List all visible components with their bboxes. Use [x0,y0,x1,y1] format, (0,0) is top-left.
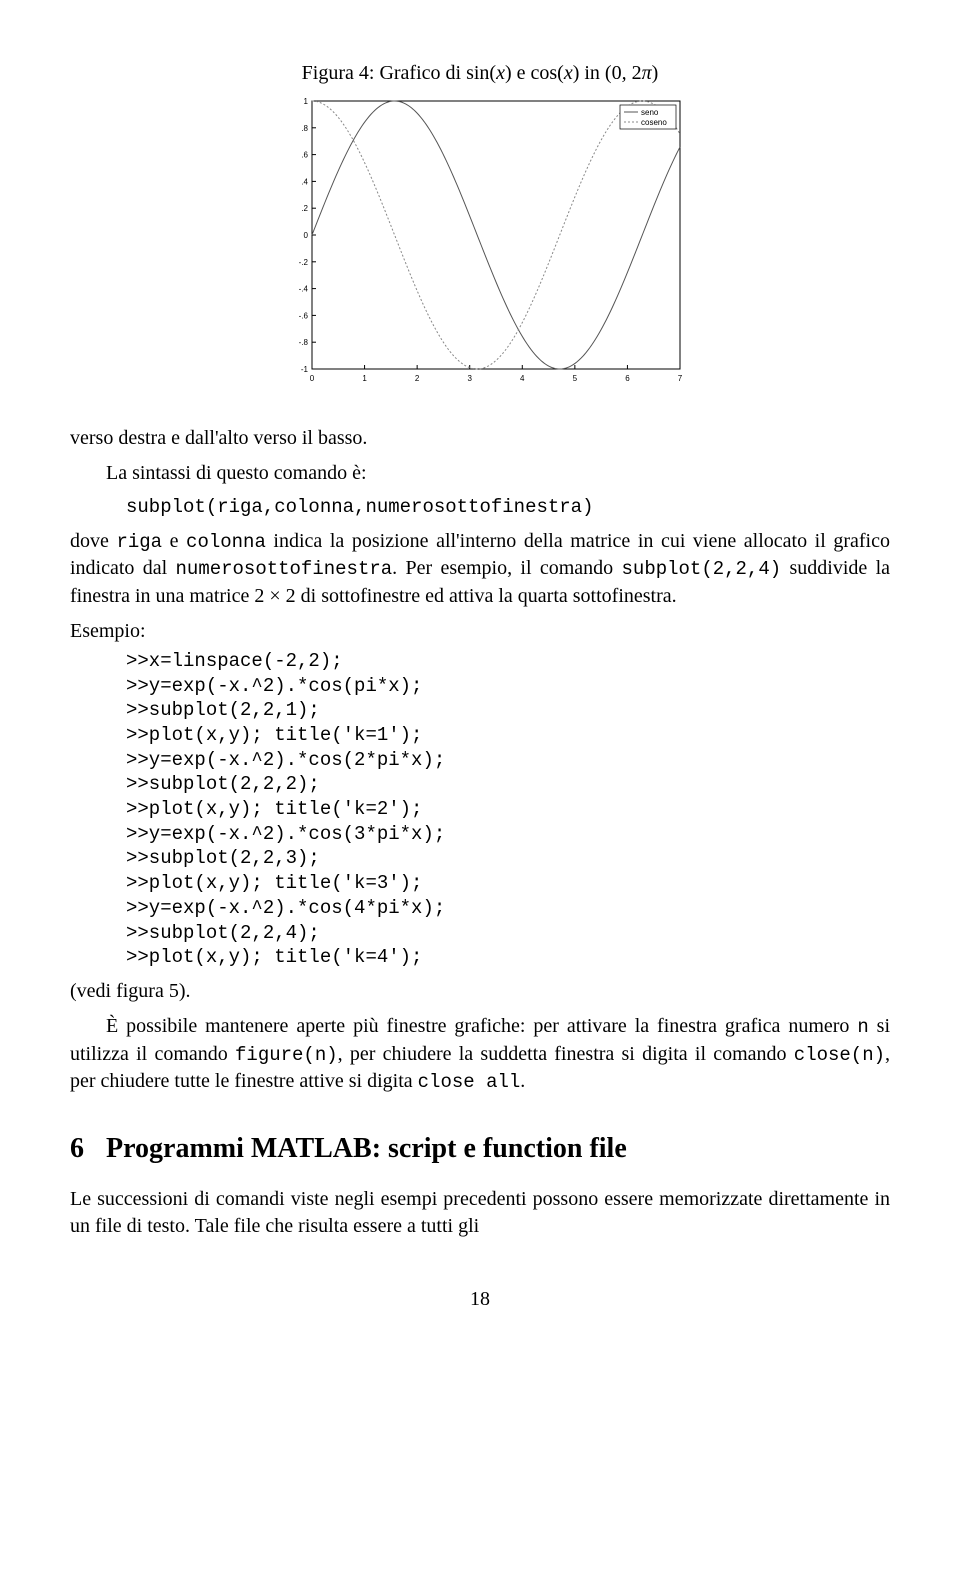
svg-text:-.8: -.8 [299,338,309,347]
figure-caption: Figura 4: Grafico di sin(x) e cos(x) in … [70,60,890,87]
svg-text:.8: .8 [301,124,308,133]
code-inline: n [857,1016,868,1038]
svg-text:.2: .2 [301,204,308,213]
section-title: Programmi MATLAB: script e function file [106,1133,627,1164]
svg-text:4: 4 [520,374,525,383]
svg-text:6: 6 [625,374,630,383]
paragraph-syntax-intro: La sintassi di questo comando è: [70,460,890,487]
svg-text:0: 0 [310,374,315,383]
code-inline: figure(n) [235,1044,338,1066]
svg-text:-.4: -.4 [299,285,309,294]
svg-text:.6: .6 [301,151,308,160]
code-inline: colonna [186,531,266,553]
paragraph-see-figure: (vedi figura 5). [70,978,890,1005]
svg-text:2: 2 [415,374,420,383]
example-label: Esempio: [70,618,890,645]
section-paragraph: Le successioni di comandi viste negli es… [70,1186,890,1240]
figcaption-text: Figura 4: Grafico di sin(x) e cos(x) in … [302,62,659,84]
svg-text:5: 5 [573,374,578,383]
svg-text:0: 0 [304,231,309,240]
text: . [520,1070,525,1092]
svg-text:1: 1 [304,97,309,106]
paragraph-figures-desc: È possibile mantenere aperte più finestr… [70,1013,890,1096]
code-inline: close all [418,1071,521,1093]
svg-text:1: 1 [362,374,367,383]
code-inline: numerosottofinestra [176,558,393,580]
text: È possibile mantenere aperte più finestr… [106,1015,857,1037]
text: e [162,530,186,552]
section-heading: 6 Programmi MATLAB: script e function fil… [70,1130,890,1168]
code-example: >>x=linspace(-2,2); >>y=exp(-x.^2).*cos(… [126,649,890,970]
code-inline: subplot(2,2,4) [622,558,782,580]
svg-text:-.2: -.2 [299,258,309,267]
text: . Per esempio, il comando [392,557,621,579]
code-syntax: subplot(riga,colonna,numerosottofinestra… [126,495,890,520]
svg-text:-1: -1 [301,365,309,374]
svg-text:-.6: -.6 [299,311,309,320]
paragraph-continuation: verso destra e dall'alto verso il basso. [70,425,890,452]
page-number: 18 [70,1286,890,1313]
svg-text:3: 3 [467,374,472,383]
text: dove [70,530,116,552]
svg-text:7: 7 [678,374,683,383]
text: , per chiudere la suddetta finestra si d… [338,1043,794,1065]
svg-text:seno: seno [641,108,659,117]
svg-text:coseno: coseno [641,118,667,127]
code-inline: close(n) [794,1044,885,1066]
section-number: 6 [70,1133,84,1164]
code-inline: riga [116,531,162,553]
svg-text:.4: .4 [301,177,308,186]
figure-chart: -1 -.8 -.6 -.4 -.2 0 .2 .4 .6 .8 1 0 1 2 3 4 5 6 7 senocose… [70,91,890,399]
line-chart: -1 -.8 -.6 -.4 -.2 0 .2 .4 .6 .8 1 0 1 2 3 4 5 6 7 senocose… [270,91,690,391]
paragraph-syntax-desc: dove riga e colonna indica la posizione … [70,528,890,610]
